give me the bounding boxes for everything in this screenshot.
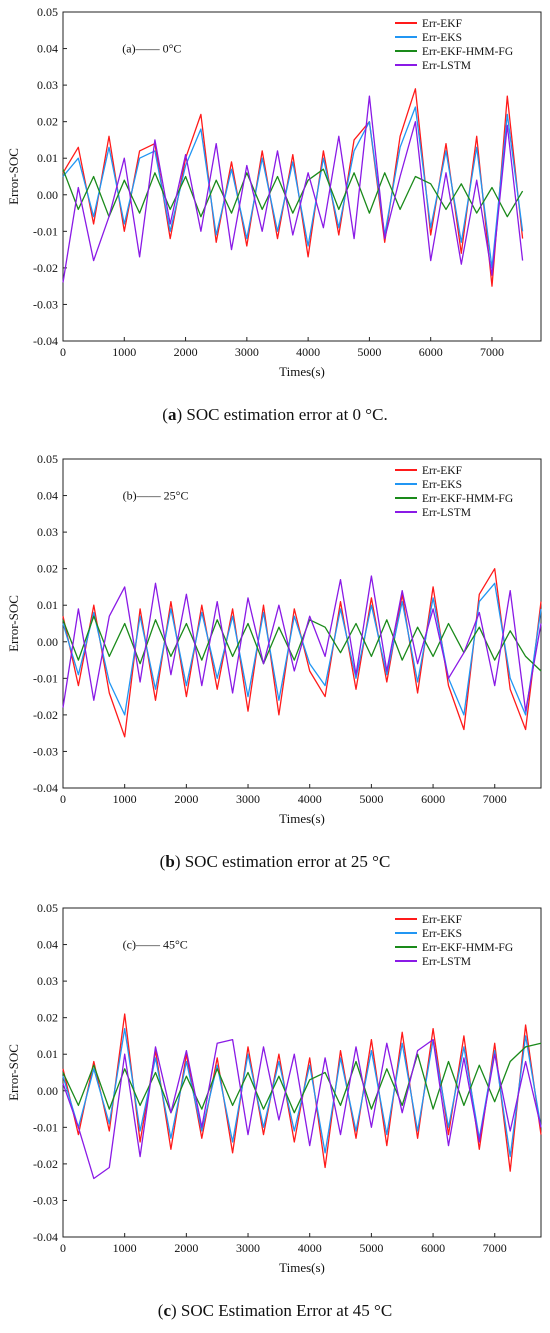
- x-axis-label: Times(s): [279, 364, 325, 379]
- chart-svg-c: -0.04 -0.03 -0.02 -0.01 0.00 0.01 0.02 0.03 0.04…: [6, 901, 542, 1275]
- legend-label: Err-LSTM: [422, 60, 471, 72]
- y-tick-label: -0.02: [33, 708, 58, 722]
- temperature-annotation: (b)—— 25°C: [123, 489, 189, 503]
- x-tick-label: 7000: [483, 1241, 507, 1255]
- y-tick-label: 0.03: [37, 78, 58, 92]
- x-tick-label: 1000: [112, 345, 136, 359]
- x-tick-label: 5000: [357, 345, 381, 359]
- y-tick-label: 0.02: [37, 115, 58, 129]
- legend-label: Err-LSTM: [422, 507, 471, 519]
- x-tick-label: 1000: [113, 1241, 137, 1255]
- caption-a: (a) SOC estimation error at 0 °C.: [162, 405, 388, 424]
- x-tick-label: 7000: [480, 345, 504, 359]
- y-tick-label: 0.04: [37, 489, 58, 503]
- x-tick-label: 6000: [419, 345, 443, 359]
- y-tick-label: -0.02: [33, 1157, 58, 1171]
- series-line-err-lstm: [62, 575, 542, 712]
- y-tick-label: 0.05: [37, 5, 58, 19]
- x-tick-label: 2000: [174, 1241, 198, 1255]
- y-axis-label: Error-SOC: [6, 595, 21, 652]
- y-tick-label: 0.00: [37, 1084, 58, 1098]
- x-tick-label: 3000: [236, 1241, 260, 1255]
- caption-c: (c) SOC Estimation Error at 45 °C: [157, 1301, 393, 1320]
- x-tick-label: 6000: [421, 1241, 445, 1255]
- y-tick-label: -0.02: [33, 261, 58, 275]
- chart-svg-a: -0.04 -0.03 -0.02 -0.01 0.00 0.01 0.02 0.03 0.04…: [6, 5, 542, 379]
- series-line-err-eks: [62, 106, 524, 269]
- y-tick-label: 0.05: [37, 452, 58, 466]
- y-tick-label: 0.01: [37, 151, 58, 165]
- x-tick-label: 4000: [298, 1241, 322, 1255]
- legend-label: Err-EKF: [422, 914, 462, 926]
- x-tick-label: 0: [60, 345, 66, 359]
- y-tick-label: -0.04: [33, 334, 58, 348]
- y-axis-label: Error-SOC: [6, 148, 21, 205]
- legend-label: Err-EKS: [422, 479, 462, 491]
- series-line-err-lstm: [62, 1038, 542, 1180]
- x-tick-label: 4000: [296, 345, 320, 359]
- chart-svg-b: -0.04 -0.03 -0.02 -0.01 0.00 0.01 0.02 0.03 0.04…: [6, 452, 542, 826]
- temperature-annotation: (a)—— 0°C: [122, 42, 181, 56]
- series-line-err-ekf: [62, 88, 524, 287]
- y-tick-label: -0.04: [33, 781, 58, 795]
- y-tick-label: 0.01: [37, 1047, 58, 1061]
- caption-b: (b) SOC estimation error at 25 °C: [159, 852, 391, 871]
- y-tick-label: -0.03: [33, 1193, 58, 1207]
- y-tick-label: 0.00: [37, 635, 58, 649]
- series-line-err-ekf-hmm-fg: [62, 615, 542, 672]
- legend-label: Err-LSTM: [422, 956, 471, 968]
- legend-label: Err-EKF: [422, 18, 462, 30]
- x-tick-label: 3000: [235, 345, 259, 359]
- y-tick-label: -0.01: [33, 671, 58, 685]
- x-tick-label: 2000: [174, 792, 198, 806]
- x-tick-label: 5000: [359, 792, 383, 806]
- y-tick-label: -0.03: [33, 297, 58, 311]
- x-tick-label: 2000: [174, 345, 198, 359]
- legend-label: Err-EKS: [422, 32, 462, 44]
- legend-label: Err-EKF: [422, 465, 462, 477]
- y-tick-label: -0.01: [33, 224, 58, 238]
- x-tick-label: 6000: [421, 792, 445, 806]
- x-tick-label: 4000: [298, 792, 322, 806]
- x-axis-label: Times(s): [279, 811, 325, 826]
- x-tick-label: 0: [60, 792, 66, 806]
- y-tick-label: 0.02: [37, 562, 58, 576]
- y-tick-label: 0.01: [37, 598, 58, 612]
- y-axis-label: Error-SOC: [6, 1044, 21, 1101]
- legend-label: Err-EKF-HMM-FG: [422, 493, 513, 505]
- y-tick-label: 0.00: [37, 188, 58, 202]
- x-axis-label: Times(s): [279, 1260, 325, 1275]
- series-line-err-ekf-hmm-fg: [62, 168, 524, 218]
- x-tick-label: 7000: [483, 792, 507, 806]
- legend-label: Err-EKF-HMM-FG: [422, 942, 513, 954]
- y-tick-label: 0.04: [37, 938, 58, 952]
- legend-label: Err-EKF-HMM-FG: [422, 46, 513, 58]
- temperature-annotation: (c)—— 45°C: [123, 938, 188, 952]
- x-tick-label: 3000: [236, 792, 260, 806]
- y-tick-label: -0.03: [33, 744, 58, 758]
- y-tick-label: 0.03: [37, 525, 58, 539]
- x-tick-label: 0: [60, 1241, 66, 1255]
- y-tick-label: 0.05: [37, 901, 58, 915]
- y-tick-label: 0.02: [37, 1011, 58, 1025]
- x-tick-label: 1000: [113, 792, 137, 806]
- series-line-err-lstm: [62, 95, 524, 283]
- y-tick-label: -0.04: [33, 1230, 58, 1244]
- legend-label: Err-EKS: [422, 928, 462, 940]
- y-tick-label: 0.04: [37, 42, 58, 56]
- y-tick-label: -0.01: [33, 1120, 58, 1134]
- y-tick-label: 0.03: [37, 974, 58, 988]
- x-tick-label: 5000: [359, 1241, 383, 1255]
